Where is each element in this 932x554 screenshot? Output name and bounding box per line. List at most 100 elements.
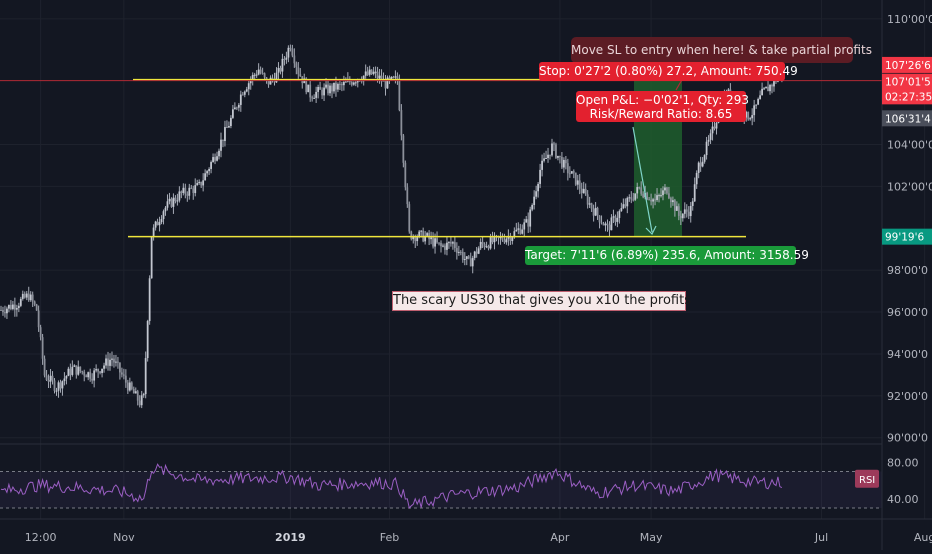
time-tick-label[interactable]: 2019 [275, 531, 306, 544]
candle-body [239, 94, 242, 105]
candle-body [95, 369, 98, 371]
candle-body [396, 76, 399, 80]
price-badge[interactable] [882, 56, 932, 73]
target-label[interactable]: Target: 7'11'6 (6.89%) 235.6, Amount: 31… [525, 246, 809, 265]
time-tick-label[interactable]: Apr [550, 531, 570, 544]
candle-body [117, 361, 119, 363]
candle-body [243, 91, 246, 95]
candle-body [545, 158, 547, 160]
candle-body [392, 76, 395, 78]
rsi-band [0, 471, 882, 509]
candle-body [220, 139, 222, 151]
rsi-tick-label[interactable]: 40.00 [887, 493, 919, 506]
time-tick-label[interactable]: May [640, 531, 663, 544]
candle-body [295, 63, 298, 68]
candle-body [408, 204, 411, 232]
price-tick-label[interactable]: 94'00'0 [887, 348, 928, 361]
candle-body [658, 195, 660, 197]
candle-body [757, 98, 760, 105]
rsi-tick-label[interactable]: 80.00 [887, 456, 919, 469]
candle-body [289, 47, 292, 49]
open-pnl-box[interactable]: Open P&L: −0'02'1, Qty: 293 Risk/Reward … [576, 91, 749, 122]
candle-body [535, 191, 538, 197]
price-badge[interactable] [882, 73, 932, 90]
price-badge[interactable] [882, 88, 932, 105]
candle-body [505, 238, 508, 243]
candle-body [362, 75, 365, 82]
candle-body [604, 223, 607, 226]
price-tick-label[interactable]: 92'00'0 [887, 390, 928, 403]
candle-body [753, 105, 756, 116]
candle-body [251, 74, 254, 81]
down-arrow[interactable] [632, 126, 653, 233]
candle-body [115, 361, 117, 363]
candle-body [8, 305, 10, 309]
candle-body [27, 293, 30, 301]
time-tick-label[interactable]: Nov [113, 531, 135, 544]
candle-body [202, 180, 205, 186]
candle-body [402, 135, 405, 163]
candle-body [146, 321, 149, 359]
candle-body [673, 200, 676, 211]
candle-body [590, 203, 593, 209]
candle-body [584, 188, 587, 195]
time-tick-label[interactable]: Jul [814, 531, 828, 544]
price-tick-label[interactable]: 102'00'0 [887, 180, 932, 193]
rsi-label-badge[interactable] [855, 469, 879, 488]
candle-body [168, 198, 171, 202]
candle-body [707, 139, 710, 142]
candle-body [10, 305, 12, 310]
price-tick-label[interactable]: 90'00'0 [887, 432, 928, 445]
price-badge[interactable] [882, 228, 932, 245]
candle-body [222, 139, 224, 142]
chart-caption[interactable]: The scary US30 that gives you x10 the pr… [392, 291, 691, 311]
candle-body [479, 241, 482, 249]
time-tick-label[interactable]: Aug [914, 531, 932, 544]
candle-body [111, 358, 113, 360]
candle-body [178, 191, 181, 201]
candle-body [380, 75, 383, 82]
candle-body [693, 184, 696, 202]
candle-body [559, 155, 561, 157]
price-tick-label[interactable]: 98'00'0 [887, 264, 928, 277]
candle-body [747, 111, 750, 120]
time-tick-label[interactable]: 12:00 [25, 531, 57, 544]
candle-body [186, 194, 189, 196]
candle-body [97, 369, 100, 372]
candle-body [35, 304, 38, 311]
candle-body [638, 187, 641, 189]
candle-body [212, 157, 214, 163]
price-tick-label[interactable]: 104'00'0 [887, 139, 932, 152]
candle-body [267, 80, 270, 85]
candle-body [305, 78, 308, 93]
open-pnl-label: Open P&L: −0'02'1, Qty: 293 [576, 93, 749, 107]
candle-body [113, 358, 115, 363]
candle-body [759, 95, 762, 99]
candle-body [390, 76, 393, 80]
price-badge[interactable] [882, 110, 932, 127]
candle-body [539, 169, 542, 184]
candle-body [529, 209, 532, 227]
candle-body [687, 211, 690, 217]
candle-body [481, 241, 484, 245]
candle-body [226, 127, 228, 129]
candle-body [275, 72, 278, 83]
candle-body [521, 229, 524, 234]
candle-body [404, 162, 407, 188]
rsi-pane[interactable] [0, 443, 882, 510]
candle-body [160, 219, 163, 223]
candle-body [394, 76, 397, 78]
price-tick-label[interactable]: 110'00'0 [887, 13, 932, 26]
candle-body [378, 75, 381, 79]
stop-label[interactable]: Stop: 0'27'2 (0.80%) 27.2, Amount: 750.4… [539, 62, 798, 81]
candle-body [444, 245, 446, 250]
candle-body [434, 238, 436, 247]
candle-body [257, 69, 260, 75]
partial-profits-callout[interactable]: Move SL to entry when here! & take parti… [571, 37, 872, 63]
time-tick-label[interactable]: Feb [380, 531, 399, 544]
candle-body [204, 173, 207, 181]
price-tick-label[interactable]: 96'00'0 [887, 306, 928, 319]
